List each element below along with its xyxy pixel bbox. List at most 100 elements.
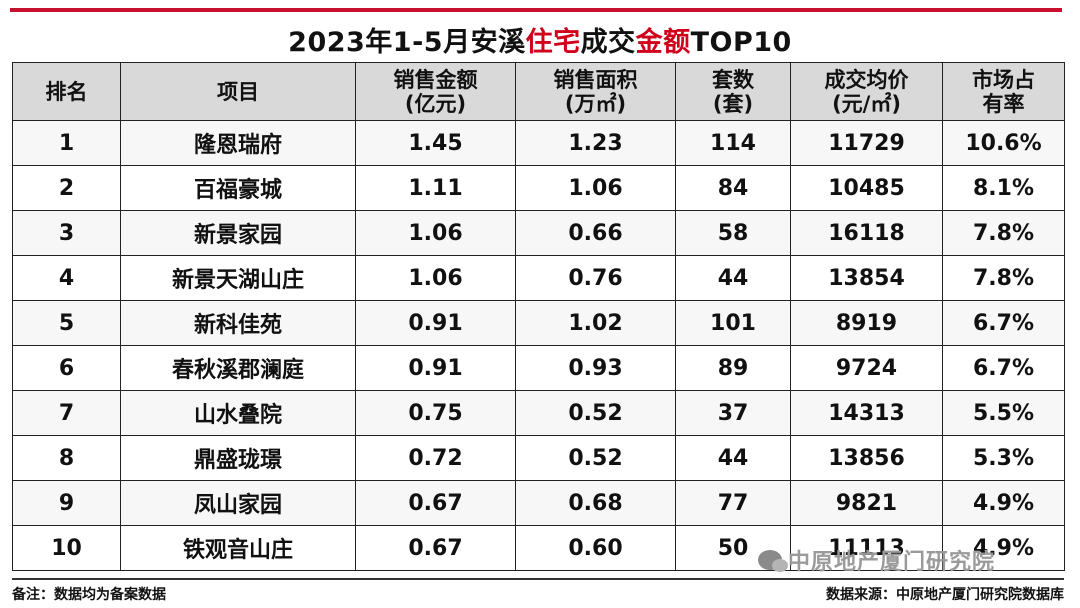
column-header: 成交均价 (元/㎡) [790, 62, 943, 121]
column-header: 销售面积 (万㎡) [515, 62, 676, 121]
table-cell: 14313 [790, 390, 943, 436]
table-row: 10 铁观音山庄 0.67 0.60 50 11113 4.9% [12, 525, 1065, 571]
table-cell: 1.06 [355, 210, 516, 256]
table-cell: 3 [12, 210, 121, 256]
wechat-icon [758, 550, 788, 572]
column-header-line1: 市场占 [972, 67, 1035, 92]
table-cell: 0.76 [515, 255, 676, 301]
table-cell: 6.7% [942, 345, 1065, 391]
table-cell: 山水叠院 [120, 390, 356, 436]
table-cell: 新科佳苑 [120, 300, 356, 346]
table-cell: 10.6% [942, 120, 1065, 166]
table-cell: 5.3% [942, 435, 1065, 481]
table-cell: 11113 [790, 525, 943, 571]
table-cell: 7 [12, 390, 121, 436]
table-cell: 0.93 [515, 345, 676, 391]
table-row: 3 新景家园 1.06 0.66 58 16118 7.8% [12, 210, 1065, 256]
column-header: 市场占 有率 [942, 62, 1065, 121]
table-row: 5 新科佳苑 0.91 1.02 101 8919 6.7% [12, 300, 1065, 346]
table-cell: 0.67 [355, 480, 516, 526]
column-header-line1: 排名 [45, 79, 88, 104]
table-cell: 10 [12, 525, 121, 571]
table-cell: 13854 [790, 255, 943, 301]
table-cell: 4 [12, 255, 121, 301]
table-cell: 百福豪城 [120, 165, 356, 211]
table-cell: 9821 [790, 480, 943, 526]
table-cell: 10485 [790, 165, 943, 211]
table-cell: 0.60 [515, 525, 676, 571]
table-cell: 0.66 [515, 210, 676, 256]
table-cell: 4.9% [942, 480, 1065, 526]
table-cell: 9724 [790, 345, 943, 391]
column-header-line2: (套) [712, 91, 754, 116]
table-cell: 0.72 [355, 435, 516, 481]
table-cell: 新景天湖山庄 [120, 255, 356, 301]
column-header: 套数 (套) [675, 62, 791, 121]
table-row: 4 新景天湖山庄 1.06 0.76 44 13854 7.8% [12, 255, 1065, 301]
top-accent-bar [10, 8, 1062, 12]
table-cell: 7.8% [942, 255, 1065, 301]
table-cell: 101 [675, 300, 791, 346]
table-cell: 新景家园 [120, 210, 356, 256]
table-cell: 13856 [790, 435, 943, 481]
table-cell: 7.8% [942, 210, 1065, 256]
table-cell: 8 [12, 435, 121, 481]
watermark-text: 中原地产厦门研究院 [788, 550, 996, 575]
title-middle: 成交 [580, 27, 636, 58]
table-cell: 隆恩瑞府 [120, 120, 356, 166]
table-cell: 37 [675, 390, 791, 436]
table-cell: 44 [675, 255, 791, 301]
table-row: 2 百福豪城 1.11 1.06 84 10485 8.1% [12, 165, 1065, 211]
table-cell: 89 [675, 345, 791, 391]
table-cell: 凤山家园 [120, 480, 356, 526]
table-cell: 1.11 [355, 165, 516, 211]
watermark: 中原地产厦门研究院 [758, 546, 996, 575]
column-header-line1: 销售金额 [393, 67, 478, 92]
table-cell: 1.06 [515, 165, 676, 211]
column-header: 项目 [120, 62, 356, 121]
page-title: 2023年1-5月安溪住宅成交金额TOP10 [0, 20, 1080, 59]
table-cell: 0.67 [355, 525, 516, 571]
footer-divider [12, 578, 1064, 580]
title-highlight-residential: 住宅 [525, 27, 581, 58]
table-cell: 50 [675, 525, 791, 571]
title-prefix: 2023年1-5月安溪 [288, 27, 526, 58]
table-cell: 0.52 [515, 435, 676, 481]
table-cell: 0.52 [515, 390, 676, 436]
table-cell: 58 [675, 210, 791, 256]
table-cell: 0.91 [355, 300, 516, 346]
column-header-line1: 套数 [712, 67, 754, 92]
table-row: 8 鼎盛珑璟 0.72 0.52 44 13856 5.3% [12, 435, 1065, 481]
table-cell: 0.68 [515, 480, 676, 526]
table-row: 9 凤山家园 0.67 0.68 77 9821 4.9% [12, 480, 1065, 526]
table-cell: 1 [12, 120, 121, 166]
table-cell: 0.75 [355, 390, 516, 436]
table-cell: 8919 [790, 300, 943, 346]
column-header-line2: (元/㎡) [832, 91, 901, 116]
column-header-line1: 成交均价 [824, 67, 909, 92]
column-header: 排名 [12, 62, 121, 121]
table-cell: 16118 [790, 210, 943, 256]
column-header-line1: 项目 [217, 79, 259, 104]
footer-source: 数据来源：中原地产厦门研究院数据库 [826, 587, 1064, 603]
table-cell: 44 [675, 435, 791, 481]
table-row: 1 隆恩瑞府 1.45 1.23 114 11729 10.6% [12, 120, 1065, 166]
table-cell: 77 [675, 480, 791, 526]
table-cell: 0.91 [355, 345, 516, 391]
column-header: 销售金额 (亿元) [355, 62, 516, 121]
table-cell: 8.1% [942, 165, 1065, 211]
footer-note: 备注：数据均为备案数据 [12, 587, 166, 603]
column-header-line1: 销售面积 [553, 67, 638, 92]
table-cell: 11729 [790, 120, 943, 166]
ranking-table: 排名 项目 销售金额 (亿元) 销售面积 (万㎡) 套数 (套) 成交均价 (元/㎡) 市场占 有率 … [12, 62, 1065, 571]
table-cell: 9 [12, 480, 121, 526]
table-cell: 1.02 [515, 300, 676, 346]
column-header-line2: (万㎡) [564, 91, 627, 116]
table-cell: 春秋溪郡澜庭 [120, 345, 356, 391]
table-cell: 5 [12, 300, 121, 346]
table-cell: 1.06 [355, 255, 516, 301]
title-highlight-amount: 金额 [635, 27, 691, 58]
column-header-line2: 有率 [982, 91, 1025, 116]
table-cell: 1.45 [355, 120, 516, 166]
table-cell: 鼎盛珑璟 [120, 435, 356, 481]
